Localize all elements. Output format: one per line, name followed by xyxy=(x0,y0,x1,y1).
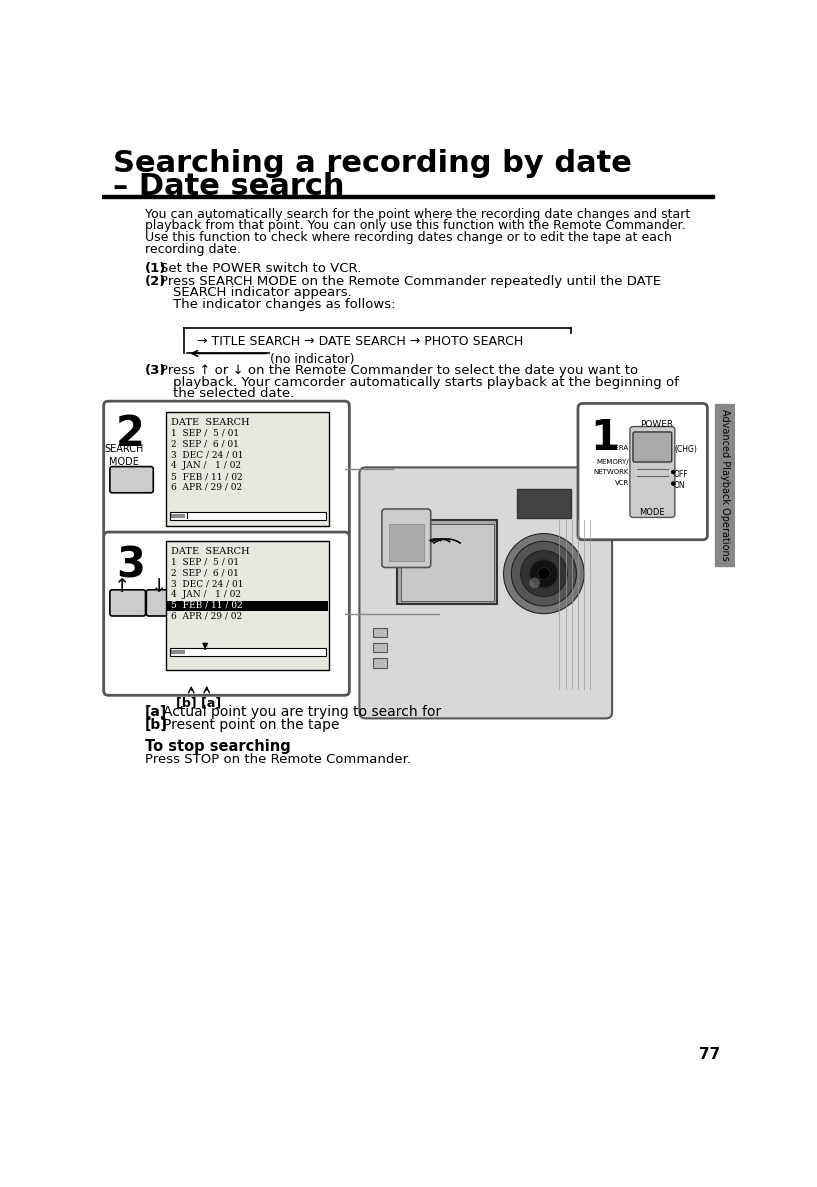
Bar xyxy=(373,659,387,667)
Text: You can automatically search for the point where the recording date changes and : You can automatically search for the poi… xyxy=(145,208,690,221)
Text: Advanced Playback Operations: Advanced Playback Operations xyxy=(721,410,730,561)
Circle shape xyxy=(530,560,558,588)
FancyBboxPatch shape xyxy=(146,590,182,616)
Bar xyxy=(389,523,424,560)
Bar xyxy=(186,513,188,519)
Text: DATE  SEARCH: DATE SEARCH xyxy=(171,547,250,556)
Text: (3): (3) xyxy=(145,364,166,377)
Text: 4  JAN /   1 / 02: 4 JAN / 1 / 02 xyxy=(171,462,241,470)
Text: VCR: VCR xyxy=(615,480,629,485)
Bar xyxy=(171,514,185,519)
Text: POWER: POWER xyxy=(640,420,673,429)
Text: [b] [a]: [b] [a] xyxy=(176,696,221,709)
Text: 6  APR / 29 / 02: 6 APR / 29 / 02 xyxy=(171,611,242,621)
Text: MEMORY/: MEMORY/ xyxy=(596,459,629,465)
Text: 1  SEP /  5 / 01: 1 SEP / 5 / 01 xyxy=(171,429,239,438)
Text: (no indicator): (no indicator) xyxy=(270,354,355,367)
Text: [b]: [b] xyxy=(145,718,167,731)
Text: Press STOP on the Remote Commander.: Press STOP on the Remote Commander. xyxy=(145,753,411,766)
Text: → TITLE SEARCH → DATE SEARCH → PHOTO SEARCH: → TITLE SEARCH → DATE SEARCH → PHOTO SEA… xyxy=(197,335,523,348)
Text: 77: 77 xyxy=(699,1047,721,1062)
Bar xyxy=(715,405,735,566)
Text: 2: 2 xyxy=(116,413,145,456)
Text: DATE  SEARCH: DATE SEARCH xyxy=(171,418,250,427)
Circle shape xyxy=(671,481,676,485)
Text: Use this function to check where recording dates change or to edit the tape at e: Use this function to check where recordi… xyxy=(145,231,672,245)
Bar xyxy=(171,649,185,654)
Text: MODE: MODE xyxy=(640,508,665,518)
Text: 3  DEC / 24 / 01: 3 DEC / 24 / 01 xyxy=(171,450,243,459)
Text: (1): (1) xyxy=(145,262,166,274)
Text: (CHG): (CHG) xyxy=(674,445,697,455)
Text: SEARCH
MODE: SEARCH MODE xyxy=(104,444,144,466)
Text: Press SEARCH MODE on the Remote Commander repeatedly until the DATE: Press SEARCH MODE on the Remote Commande… xyxy=(160,275,662,288)
Text: 5  FEB / 11 / 02: 5 FEB / 11 / 02 xyxy=(171,601,243,610)
Bar xyxy=(396,520,498,604)
Text: 3  DEC / 24 / 01: 3 DEC / 24 / 01 xyxy=(171,579,243,588)
FancyBboxPatch shape xyxy=(359,468,612,718)
Bar xyxy=(167,540,329,669)
Text: The indicator changes as follows:: The indicator changes as follows: xyxy=(173,298,396,311)
Bar xyxy=(516,489,571,519)
Text: To stop searching: To stop searching xyxy=(145,740,291,754)
Text: 2  SEP /  6 / 01: 2 SEP / 6 / 01 xyxy=(171,569,239,577)
FancyBboxPatch shape xyxy=(109,590,145,616)
FancyBboxPatch shape xyxy=(104,401,350,538)
Text: Actual point you are trying to search for: Actual point you are trying to search fo… xyxy=(163,705,441,718)
Circle shape xyxy=(529,578,540,589)
Text: OFF: OFF xyxy=(674,470,689,478)
Text: CAMERA: CAMERA xyxy=(600,445,629,451)
FancyBboxPatch shape xyxy=(109,466,154,493)
Text: Press ↑ or ↓ on the Remote Commander to select the date you want to: Press ↑ or ↓ on the Remote Commander to … xyxy=(160,364,638,377)
FancyBboxPatch shape xyxy=(382,509,431,567)
Text: Present point on the tape: Present point on the tape xyxy=(163,718,339,731)
Text: 1: 1 xyxy=(591,418,619,459)
Circle shape xyxy=(511,541,577,607)
Text: (2): (2) xyxy=(145,275,166,288)
Circle shape xyxy=(671,470,676,475)
Text: SEARCH indicator appears.: SEARCH indicator appears. xyxy=(173,286,352,299)
Text: recording date.: recording date. xyxy=(145,242,241,255)
Bar xyxy=(400,523,493,601)
Text: 3: 3 xyxy=(116,545,145,586)
Bar xyxy=(170,648,326,656)
Circle shape xyxy=(503,534,584,614)
Text: 2  SEP /  6 / 01: 2 SEP / 6 / 01 xyxy=(171,439,239,449)
Text: the selected date.: the selected date. xyxy=(173,387,295,400)
Bar xyxy=(170,512,326,520)
FancyBboxPatch shape xyxy=(578,404,708,540)
Text: – Date search: – Date search xyxy=(113,172,345,201)
Bar xyxy=(102,195,714,198)
Bar xyxy=(373,628,387,636)
Text: ↑: ↑ xyxy=(114,577,131,596)
FancyBboxPatch shape xyxy=(633,432,672,462)
Text: 1  SEP /  5 / 01: 1 SEP / 5 / 01 xyxy=(171,558,239,566)
FancyBboxPatch shape xyxy=(630,426,675,518)
FancyBboxPatch shape xyxy=(104,532,350,696)
Circle shape xyxy=(538,567,550,579)
Bar xyxy=(167,601,328,610)
Text: 5  FEB / 11 / 02: 5 FEB / 11 / 02 xyxy=(171,472,243,481)
Text: 4  JAN /   1 / 02: 4 JAN / 1 / 02 xyxy=(171,590,241,598)
Text: playback. Your camcorder automatically starts playback at the beginning of: playback. Your camcorder automatically s… xyxy=(173,376,679,389)
Text: playback from that point. You can only use this function with the Remote Command: playback from that point. You can only u… xyxy=(145,220,685,233)
Bar xyxy=(373,643,387,652)
Text: Set the POWER switch to VCR.: Set the POWER switch to VCR. xyxy=(160,262,361,274)
Bar xyxy=(167,412,329,526)
Text: Searching a recording by date: Searching a recording by date xyxy=(113,148,632,178)
Text: ON: ON xyxy=(674,481,685,490)
Text: ↓: ↓ xyxy=(150,577,167,596)
Text: 6  APR / 29 / 02: 6 APR / 29 / 02 xyxy=(171,483,242,491)
Circle shape xyxy=(520,551,567,597)
Text: NETWORK: NETWORK xyxy=(594,469,629,475)
Text: [a]: [a] xyxy=(145,705,167,718)
